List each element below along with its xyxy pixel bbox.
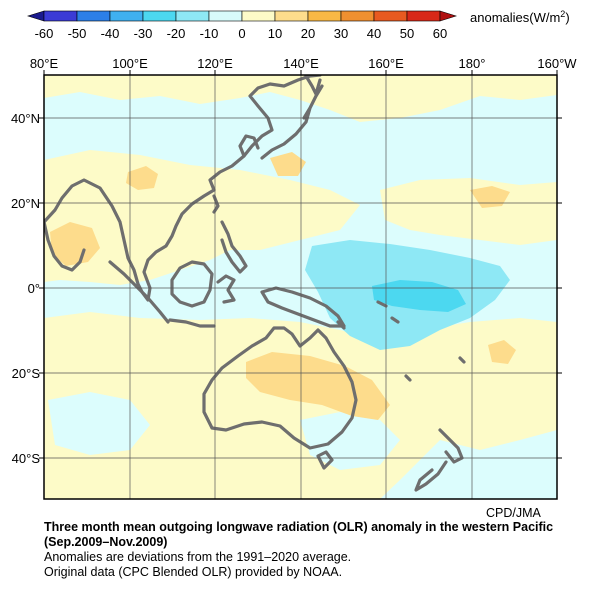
- figure-note-baseline: Anomalies are deviations from the 1991–2…: [44, 550, 352, 564]
- anomaly-region-positive-10-south: [44, 312, 557, 499]
- colorbar-swatch: [175, 10, 210, 22]
- map-area: 80°E 100°E 120°E 140°E 160°E 180° 160°W 40°N 20°…: [11, 56, 577, 500]
- coastline-pacific-islands: [336, 300, 466, 382]
- colorbar-tick-label: -10: [200, 26, 219, 41]
- colorbar-tick-label: 30: [334, 26, 348, 41]
- coastline-asia-mainland: [44, 75, 322, 302]
- axis-tick-labels: 80°E 100°E 120°E 140°E 160°E 180° 160°W 40°N 20°…: [11, 56, 577, 466]
- coastline-new-zealand-north: [438, 428, 464, 464]
- coastline-philippines: [220, 220, 248, 274]
- colorbar-swatch: [43, 10, 78, 22]
- latitude-label: 0°: [28, 281, 40, 296]
- anomaly-region-positive-20-india: [50, 222, 100, 266]
- anomaly-region-positive-10-far-south: [44, 460, 360, 499]
- coastline-tasmania: [316, 450, 334, 470]
- latitude-label: 20°N: [11, 196, 40, 211]
- latitude-label: 40°N: [11, 111, 40, 126]
- colorbar-tick-label: 20: [301, 26, 315, 41]
- colorbar: -60 -50 -40 -30 -20 -10 0 10 20 30 40 50 60 anomalie…: [26, 9, 570, 41]
- anomaly-region-positive-20-china: [126, 166, 158, 190]
- colorbar-tick-label: -50: [68, 26, 87, 41]
- coastline-australia: [202, 326, 358, 450]
- coastline-bay-of-bengal: [44, 220, 86, 272]
- anomaly-region-negative-10-south-b: [300, 412, 400, 470]
- coastline-java: [168, 318, 216, 328]
- anomaly-region-positive-20-japan-sea: [270, 152, 306, 176]
- longitude-label: 160°E: [368, 56, 404, 71]
- figure-title: Three month mean outgoing longwave radia…: [44, 520, 554, 534]
- colorbar-tick-label: 10: [268, 26, 282, 41]
- longitude-label: 100°E: [112, 56, 148, 71]
- colorbar-tick-label: -30: [134, 26, 153, 41]
- longitude-label: 140°E: [283, 56, 319, 71]
- graticule: [39, 70, 562, 499]
- coastline-new-zealand-south: [414, 460, 448, 492]
- anomaly-shading: [44, 75, 557, 499]
- coastline-sulawesi: [216, 274, 236, 304]
- colorbar-arrow-left: [26, 10, 45, 22]
- anomaly-region-positive-10-asia: [44, 150, 360, 285]
- coastlines: [44, 75, 466, 492]
- longitude-label: 80°E: [30, 56, 59, 71]
- colorbar-tick-label: 60: [433, 26, 447, 41]
- colorbar-tick-label: -60: [35, 26, 54, 41]
- coastline-sumatra: [108, 260, 170, 324]
- colorbar-tick-label: -20: [167, 26, 186, 41]
- anomaly-region-negative-10-south-a: [48, 392, 150, 455]
- figure-period: (Sep.2009–Nov.2009): [44, 535, 168, 549]
- colorbar-swatch: [208, 10, 243, 22]
- colorbar-swatch: [76, 10, 111, 22]
- colorbar-tick-labels: -60 -50 -40 -30 -20 -10 0 10 20 30 40 50 60: [35, 26, 448, 41]
- latitude-label: 20°S: [12, 366, 41, 381]
- coastline-borneo: [170, 260, 214, 308]
- colorbar-swatch: [241, 10, 276, 22]
- colorbar-tick-label: 40: [367, 26, 381, 41]
- colorbar-tick-label: 50: [400, 26, 414, 41]
- colorbar-tick-label: -40: [101, 26, 120, 41]
- colorbar-swatch: [307, 10, 342, 22]
- anomaly-region-positive-10-east: [380, 178, 557, 245]
- coastline-sakhalin: [304, 75, 322, 96]
- longitude-label: 180°: [459, 56, 486, 71]
- colorbar-units-label: anomalies(W/m2): [470, 9, 570, 25]
- colorbar-swatch: [142, 10, 177, 22]
- colorbar-tick-label: 0: [238, 26, 245, 41]
- figure-note-source: Original data (CPC Blended OLR) provided…: [44, 565, 343, 579]
- colorbar-swatches: [26, 10, 458, 22]
- coastline-korea: [238, 134, 260, 158]
- colorbar-swatch: [373, 10, 408, 22]
- longitude-label: 120°E: [197, 56, 233, 71]
- colorbar-swatch: [340, 10, 375, 22]
- anomaly-region-positive-20-east: [470, 186, 510, 208]
- latitude-label: 40°S: [12, 451, 41, 466]
- map-frame: [43, 74, 558, 500]
- credit-label: CPD/JMA: [486, 506, 541, 520]
- anomaly-region-positive-10-north: [44, 75, 557, 122]
- anomaly-region-positive-20-southeast: [488, 340, 516, 364]
- colorbar-swatch: [274, 10, 309, 22]
- colorbar-arrow-right: [439, 10, 458, 22]
- colorbar-swatch: [109, 10, 144, 22]
- colorbar-swatch: [406, 10, 441, 22]
- longitude-label: 160°W: [537, 56, 577, 71]
